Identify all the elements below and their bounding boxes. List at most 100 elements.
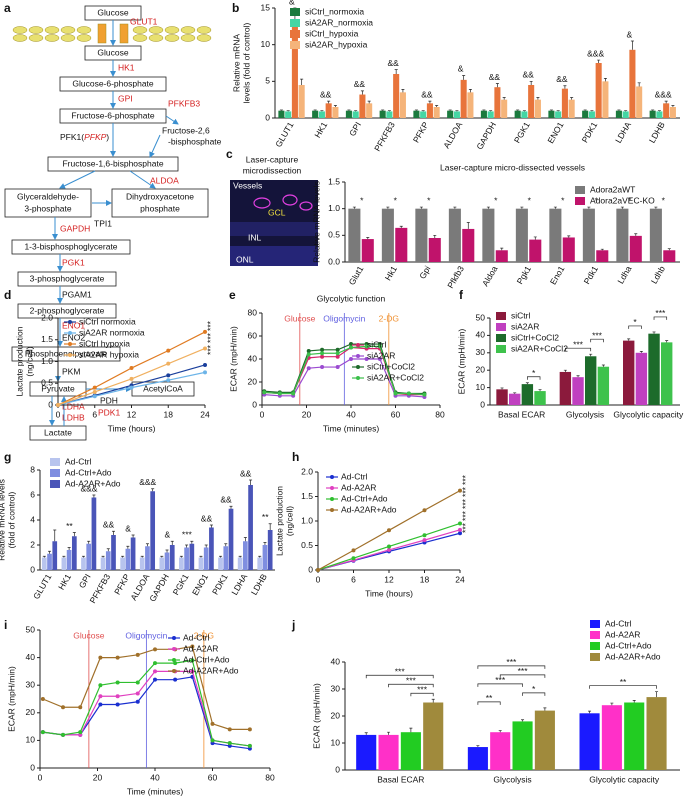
significance-label: *	[427, 195, 431, 205]
y-axis-label: Relative mRNA levels	[0, 479, 6, 561]
error-bar	[610, 702, 614, 706]
error-bar	[229, 505, 233, 509]
significance-label: &&	[387, 58, 399, 68]
marker	[364, 344, 369, 349]
chart: f 0 10 20 30 40 50 ECAR (mpH/min) Basal ECAR Glyc…	[456, 288, 684, 419]
error-bar	[238, 555, 242, 558]
bar	[482, 208, 495, 262]
bar	[601, 705, 622, 770]
legend-swatch	[330, 486, 334, 490]
marker	[247, 746, 252, 751]
legend-label: Ad-A2AR+Ado	[65, 478, 121, 488]
marker	[115, 680, 120, 685]
significance-label: *	[561, 195, 565, 205]
error-bar	[101, 555, 105, 558]
legend-label: siA2AR_normoxia	[305, 17, 373, 27]
bar	[585, 356, 597, 405]
marker	[98, 702, 103, 707]
bar	[426, 103, 433, 118]
legend-label: Ad-A2AR+Ado	[183, 665, 239, 675]
x-tick-label: 20	[302, 409, 312, 419]
legend-swatch	[172, 636, 176, 640]
bar	[159, 557, 165, 570]
error-bar	[313, 109, 317, 111]
marker	[153, 669, 157, 674]
bar	[521, 384, 534, 405]
x-tick-label: LDHB	[249, 572, 269, 597]
enzyme-label: GLUT1	[130, 16, 158, 26]
error-bar	[624, 110, 628, 112]
bar	[278, 110, 285, 118]
panel-label: e	[229, 288, 236, 302]
error-bar	[48, 550, 52, 554]
y-tick-label: 0	[265, 112, 270, 122]
error-bar	[500, 387, 504, 390]
bar	[312, 110, 319, 118]
x-tick-label: 24	[200, 409, 210, 419]
y-tick-label: 10	[331, 737, 341, 747]
error-bar	[401, 89, 405, 93]
marker	[377, 344, 382, 349]
bar	[579, 713, 600, 770]
bar	[460, 79, 467, 118]
bar	[169, 545, 175, 570]
error-bar	[536, 97, 540, 100]
significance-label: ***	[592, 330, 603, 340]
bar	[528, 85, 535, 118]
bar	[467, 747, 488, 770]
enzyme-label: LDHA	[62, 401, 85, 411]
error-bar	[121, 555, 125, 558]
error-bar	[630, 40, 634, 50]
legend-label: siCtrl	[367, 339, 386, 349]
legend-swatch	[50, 458, 60, 466]
marker	[422, 392, 427, 397]
marker	[135, 691, 140, 696]
bar	[588, 111, 595, 118]
legend-swatch	[356, 376, 360, 380]
bar	[669, 107, 676, 118]
bar	[120, 557, 125, 570]
legend-swatch	[68, 342, 72, 346]
bar	[494, 87, 501, 118]
bar	[467, 92, 474, 118]
y-axis-label: levels (fold of control)	[241, 22, 251, 103]
legend-swatch	[50, 469, 60, 477]
x-tick-label: 40	[346, 409, 356, 419]
error-bar	[360, 90, 364, 95]
error-bar	[468, 89, 472, 93]
marker	[56, 403, 60, 407]
legend-swatch	[496, 312, 506, 320]
image-label: Vessels	[233, 180, 262, 190]
legend-label: Ad-A2AR+Ado	[341, 504, 397, 514]
line	[264, 343, 425, 395]
error-bar	[634, 233, 638, 236]
image-label: GCL	[268, 207, 286, 217]
significance-label: ***	[573, 339, 584, 349]
bar	[549, 208, 562, 262]
significance-label: ***	[460, 474, 470, 485]
y-tick-label: 1.0	[301, 515, 313, 525]
enzyme-label: ALDOA	[150, 175, 179, 185]
injection-label: 2-DG	[379, 313, 399, 323]
significance-label: &	[125, 523, 131, 533]
bar	[649, 208, 662, 262]
marker	[227, 727, 232, 732]
injection-label: 2-DG	[194, 630, 214, 640]
x-tick-label: Gpi	[417, 264, 432, 281]
x-tick-label: HK1	[312, 120, 329, 140]
error-bar	[72, 532, 76, 537]
x-tick-label: Ldha	[615, 264, 633, 286]
marker	[166, 373, 171, 378]
bar	[415, 208, 428, 262]
marker	[115, 694, 120, 699]
marker	[335, 347, 340, 352]
marker	[78, 730, 83, 735]
y-tick-label: 0	[480, 399, 485, 409]
x-tick-label: Basal ECAR	[498, 409, 545, 419]
y-tick-label: 30	[331, 683, 341, 693]
bar	[428, 238, 441, 262]
y-axis-label: (fold of control)	[6, 491, 16, 548]
error-bar	[589, 353, 593, 357]
marker	[40, 730, 45, 735]
